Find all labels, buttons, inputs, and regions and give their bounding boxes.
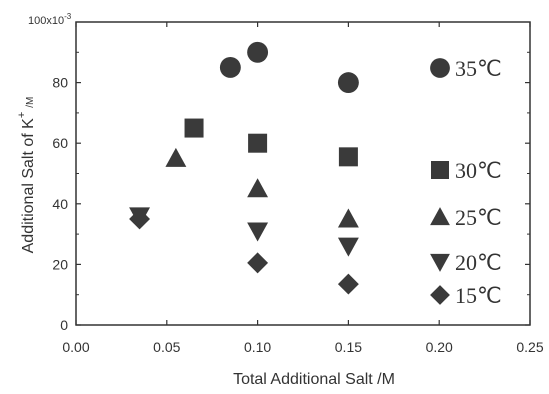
data-points <box>129 41 359 295</box>
y-multiplier-label: 100x10-3 <box>28 12 72 27</box>
data-point-triangle-down <box>247 222 269 242</box>
legend-marker-triangle-up <box>430 207 450 226</box>
data-point-triangle-up <box>165 147 187 167</box>
data-point-diamond <box>247 252 269 274</box>
legend-label: 25℃ <box>455 205 502 230</box>
x-tick-label: 0.00 <box>62 339 89 355</box>
data-point-square <box>248 133 268 153</box>
x-axis-label: Total Additional Salt /M <box>233 371 395 388</box>
axis-ticks: 0.00 0.05 0.10 0.15 0.20 0.25 0 20 40 60 80 <box>52 22 544 355</box>
data-point-square <box>184 118 204 138</box>
legend-label: 20℃ <box>455 250 502 275</box>
data-point-triangle-up <box>247 178 269 198</box>
data-point-circle <box>219 56 241 78</box>
x-tick-label: 0.10 <box>244 339 271 355</box>
data-point-circle <box>247 41 269 63</box>
legend-marker-square <box>431 161 449 179</box>
legend-marker-triangle-down <box>430 253 450 272</box>
y-tick-label: 0 <box>60 317 68 333</box>
y-tick-label: 80 <box>52 75 68 91</box>
legend-label: 30℃ <box>455 158 502 183</box>
x-tick-label: 0.05 <box>153 339 180 355</box>
legend-marker-circle <box>430 58 450 78</box>
y-axis-label: Additional Salt of K+/M <box>16 97 37 254</box>
legend-marker-diamond <box>430 285 450 305</box>
data-point-triangle-up <box>337 208 359 228</box>
data-point-diamond <box>337 273 359 295</box>
data-point-square <box>338 147 358 167</box>
legend-label: 35℃ <box>455 56 502 81</box>
x-tick-label: 0.15 <box>335 339 362 355</box>
data-point-triangle-down <box>337 237 359 257</box>
legend: 35℃ 30℃ 25℃ 20℃ 15℃ <box>430 56 502 308</box>
legend-label: 15℃ <box>455 283 502 308</box>
x-tick-label: 0.20 <box>426 339 453 355</box>
x-tick-label: 0.25 <box>516 339 543 355</box>
data-point-circle <box>337 72 359 94</box>
y-tick-label: 20 <box>52 256 68 272</box>
data-point-diamond <box>129 208 151 230</box>
y-tick-label: 60 <box>52 135 68 151</box>
y-tick-label: 40 <box>52 196 68 212</box>
